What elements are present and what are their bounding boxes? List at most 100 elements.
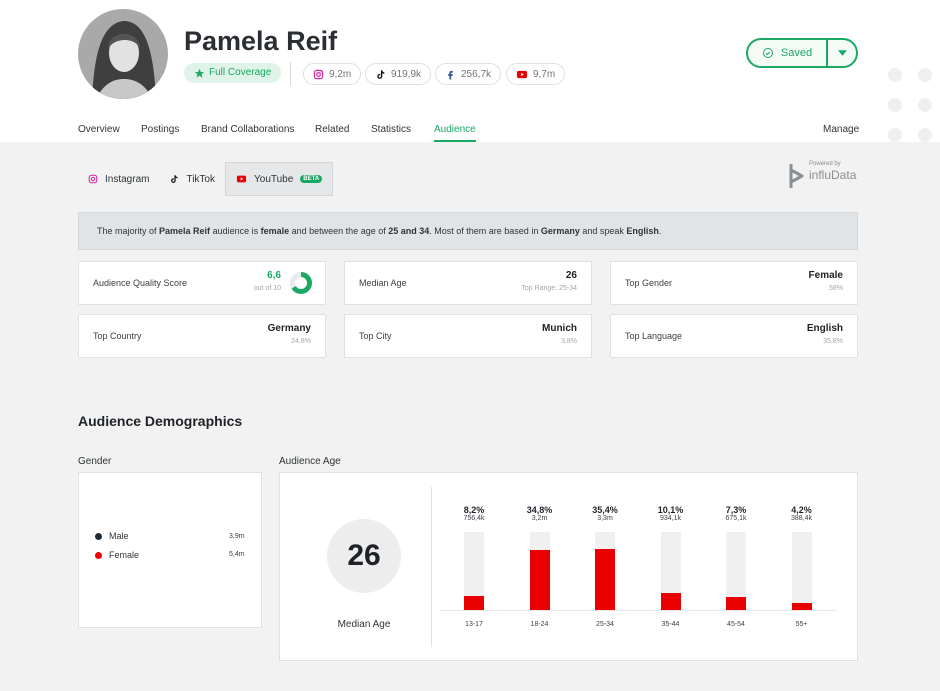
quality-score-arc [290,272,312,294]
top-city-label: Top City [359,331,392,341]
top-gender-sub: 58% [828,285,843,292]
saved-label: Saved [780,47,813,59]
age-bar-count-label: 934,1k [659,515,682,522]
quality-donut-chart [290,272,312,294]
age-bar-track [529,532,550,610]
profile-name: Pamela Reif [184,26,338,56]
age-bar-fill [529,550,550,610]
coverage-badge: Full Coverage [184,63,282,83]
age-bar-track [791,532,812,610]
infludata-text: influData [809,168,857,182]
age-bar-fill [595,549,615,610]
age-bar-range-label: 25-34 [596,621,614,628]
tab-tiktok[interactable]: TikTok [159,162,225,196]
age-bar-count-label: 3,2m [531,515,548,522]
summary-language: English [626,226,659,236]
instagram-followers: 9,2m [329,68,352,80]
quality-label: Audience Quality Score [93,278,188,288]
instagram-icon [313,69,324,79]
top-language-card: Top Language English 35,8% [610,314,858,358]
avatar[interactable] [78,9,168,99]
tab-instagram[interactable]: Instagram [78,162,159,196]
nav-related[interactable]: Related [315,124,350,135]
age-bar-count-label: 3,3m [597,515,613,522]
summary-name: Pamela Reif [159,226,211,236]
check-circle-icon [762,48,773,58]
median-age-circle: 26 [327,519,401,593]
female-label: Female [109,550,140,560]
top-language-label: Top Language [625,331,683,341]
facebook-icon [448,70,453,80]
caret-down-icon [837,50,847,56]
median-age-value: 26 [565,270,577,281]
demographics-title: Audience Demographics [78,413,243,429]
female-legend-dot [95,551,102,559]
median-age-card: Median Age 26 Top Range: 25-34 [344,261,592,305]
age-bar-track [726,532,746,610]
youtube-followers: 9,7m [533,68,556,80]
top-city-value: Munich [542,323,577,334]
age-bar-range-label: 55+ [795,621,808,628]
audience-age-card: 26 Median Age 8,2% 756,4k 13-17 34,8% 3,2m 18… [279,472,858,661]
divider [290,62,291,86]
female-count: 5,4m [229,551,245,558]
age-bar-pct-label: 10,1% [657,505,684,515]
top-gender-card: Top Gender Female 58% [610,261,858,305]
age-axis-line [440,610,837,611]
age-bar-pct-label: 35,4% [592,505,618,515]
male-count: 3,9m [229,533,245,540]
age-divider [431,487,432,647]
youtube-icon [236,175,247,183]
age-bar-range-label: 13-17 [465,621,483,628]
median-age-label: Median Age [359,278,407,288]
instagram-followers-pill[interactable]: 9,2m [303,63,362,85]
top-country-label: Top Country [93,331,142,341]
top-country-card: Top Country Germany 24,8% [78,314,326,358]
male-legend-dot [95,532,102,540]
tiktok-followers-pill[interactable]: 919,9k [365,63,432,85]
tab-instagram-label: Instagram [105,173,150,185]
profile-header: Pamela Reif Full Coverage 9,2m 919,9k 25… [0,0,940,142]
tiktok-followers: 919,9k [391,68,422,80]
saved-dropdown-button[interactable] [828,40,856,66]
youtube-followers-pill[interactable]: 9,7m [506,63,566,85]
youtube-icon [516,70,528,78]
infludata-logo-icon [789,164,804,188]
star-icon [194,68,205,78]
facebook-followers: 256,7k [461,68,492,80]
nav-brand-collaborations[interactable]: Brand Collaborations [201,124,295,135]
age-bar-range-label: 35-44 [661,621,680,628]
tab-youtube[interactable]: YouTube BETA [225,162,334,196]
age-bar-pct-label: 4,2% [791,505,812,515]
age-bar-fill [660,592,681,610]
summary-gender: female [260,226,290,236]
saved-control: Saved [746,38,858,68]
summary-country: Germany [540,226,580,236]
top-gender-label: Top Gender [625,278,673,288]
instagram-icon [88,174,98,184]
audience-quality-card: Audience Quality Score 6,6 out of 10 [78,261,326,305]
age-bar-count-label: 675,1k [725,515,747,522]
gender-title: Gender [78,456,112,467]
nav-overview[interactable]: Overview [78,124,120,135]
gender-card: Male 3,9m 42 Female 5,4m 58 [78,472,262,628]
age-bar-pct-label: 34,8% [526,505,553,515]
profile-nav: Overview Postings Brand Collaborations R… [0,124,940,142]
age-bar-range-label: 18-24 [530,621,549,628]
age-bar-pct-label: 7,3% [725,505,747,515]
nav-manage[interactable]: Manage [823,124,860,135]
nav-audience[interactable]: Audience [434,124,476,142]
age-bar-count-label: 756,4k [463,515,485,522]
age-bar-track [464,532,484,610]
facebook-followers-pill[interactable]: 256,7k [435,63,502,85]
top-gender-value: Female [808,270,843,281]
top-country-value: Germany [267,323,311,334]
nav-statistics[interactable]: Statistics [371,124,412,135]
saved-button[interactable]: Saved [748,40,828,66]
top-country-sub: 24,8% [291,338,311,345]
powered-by-logo: Powered by influData [787,160,859,190]
age-bar-count-label: 388,4k [790,515,813,522]
tab-tiktok-label: TikTok [186,173,215,185]
median-age-caption: Median Age [337,619,391,630]
nav-postings[interactable]: Postings [141,124,180,135]
